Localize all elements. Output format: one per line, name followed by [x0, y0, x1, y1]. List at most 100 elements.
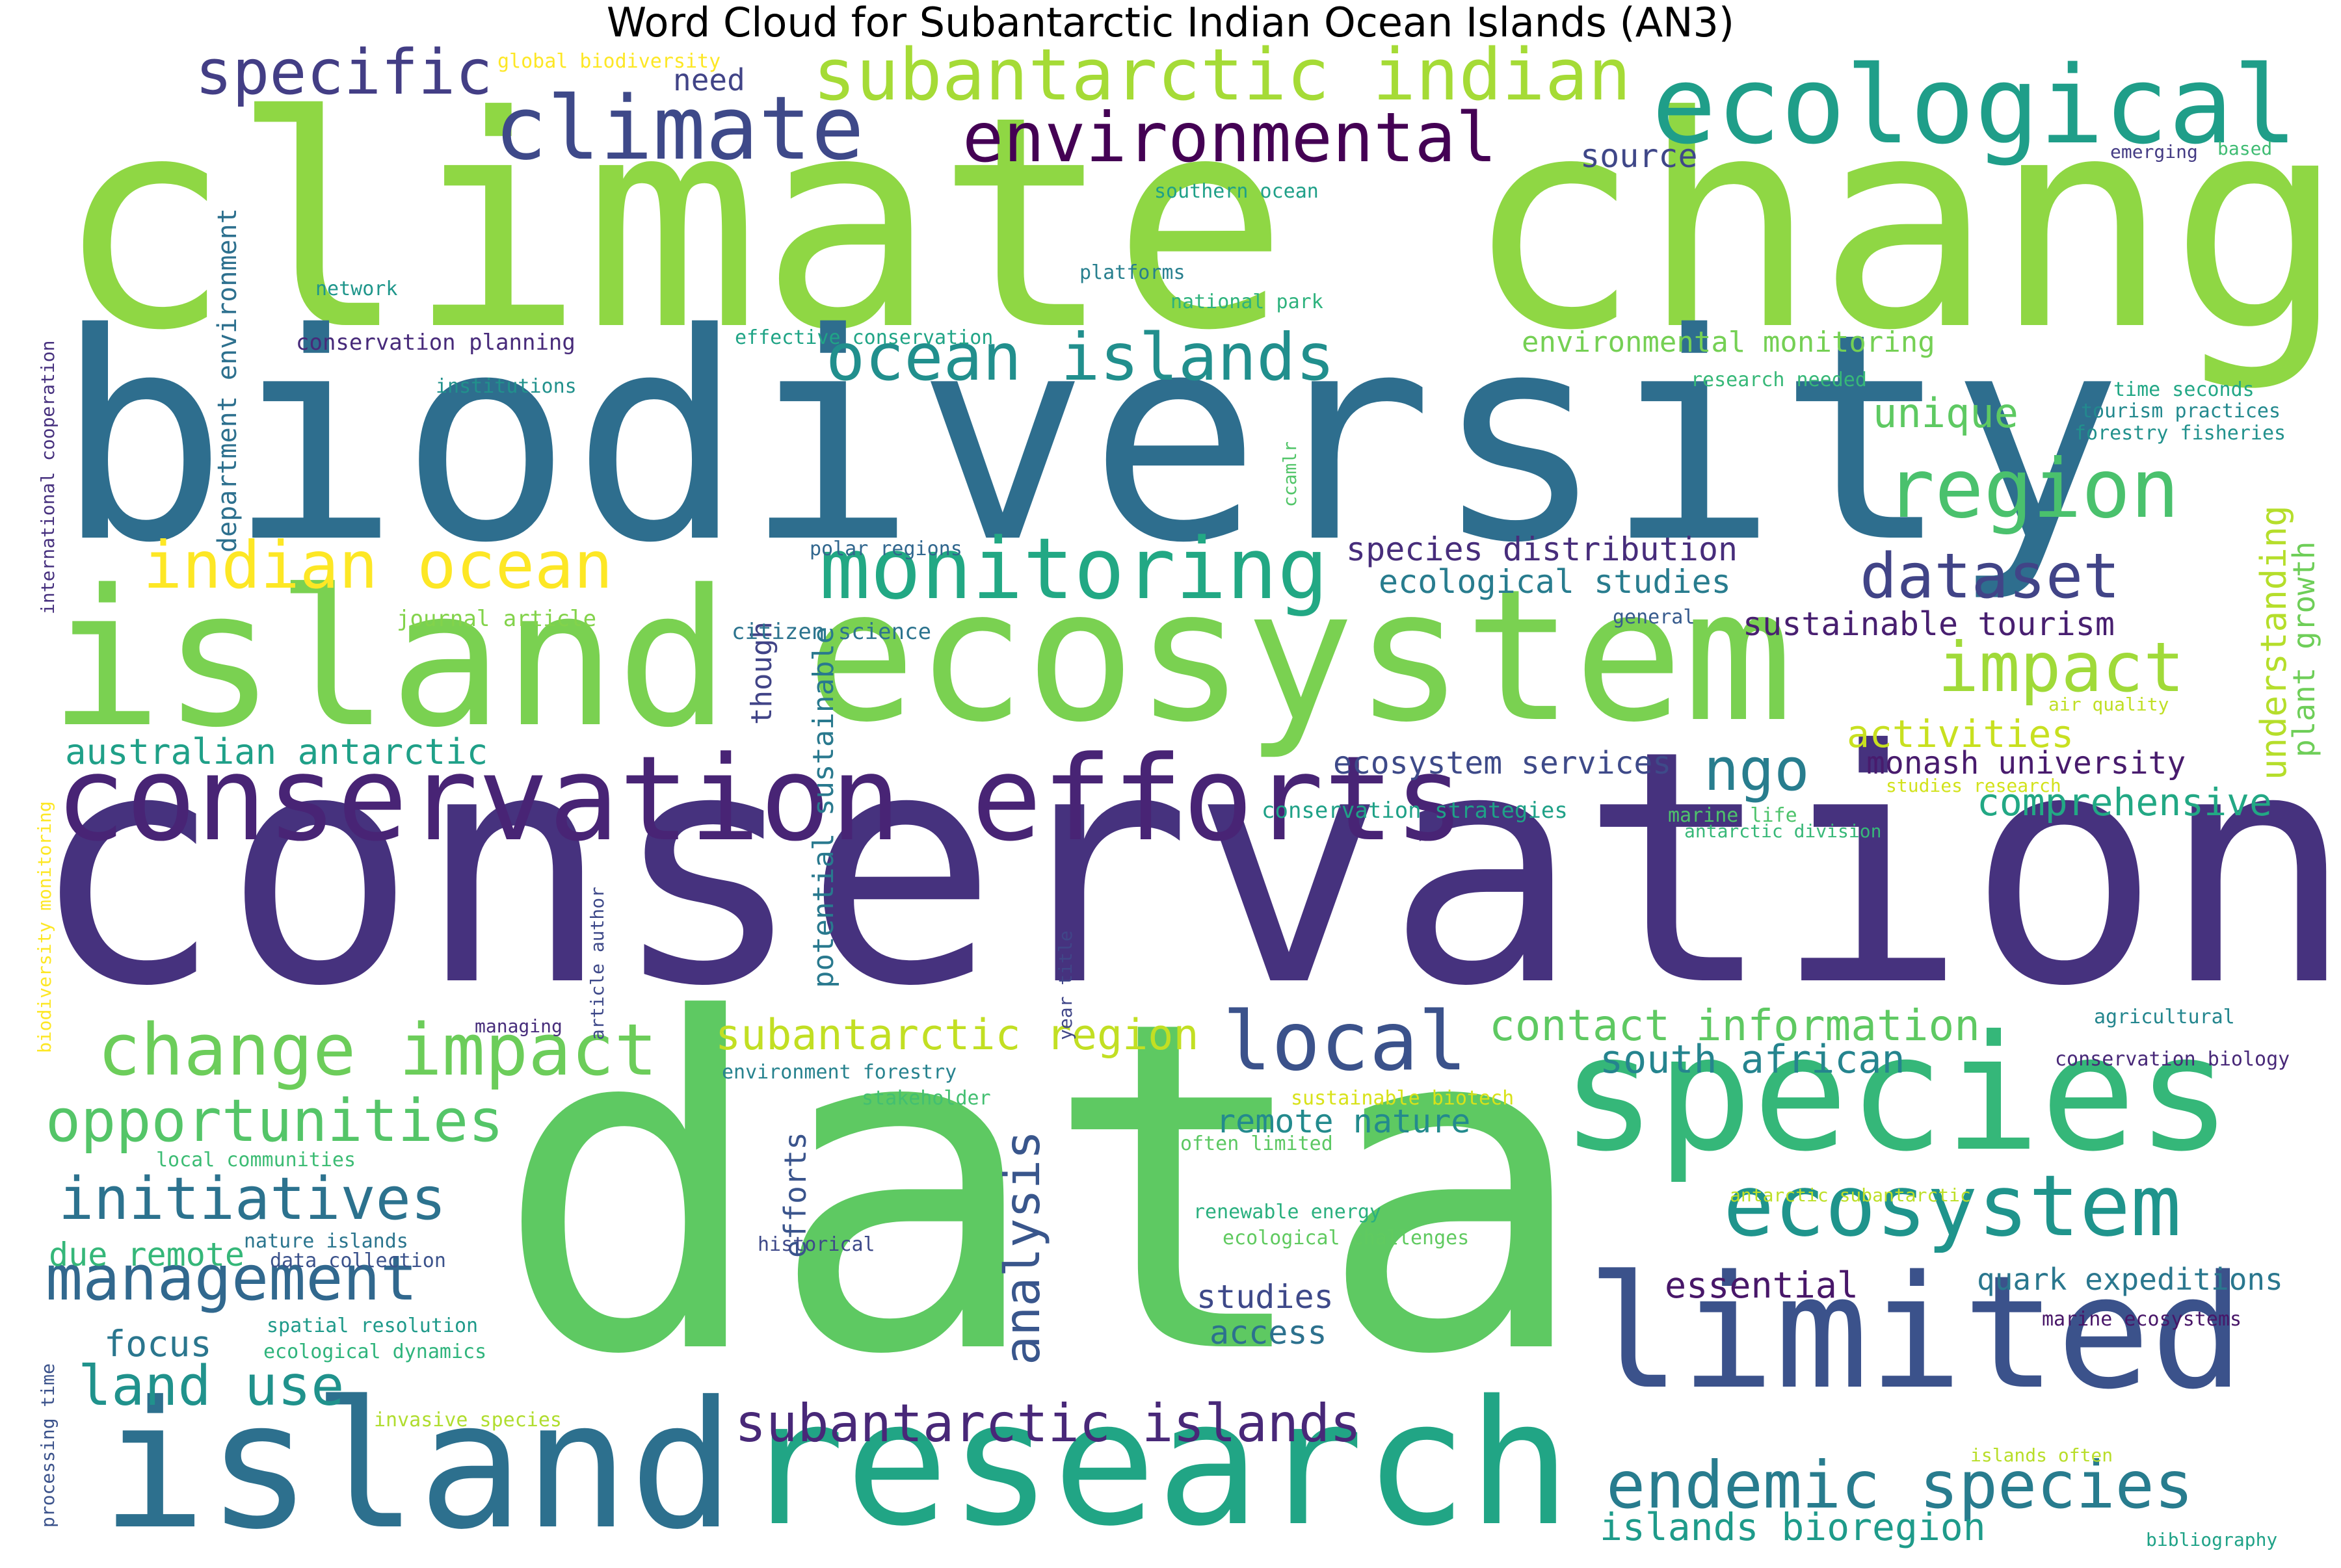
cloud-word: islands often: [1970, 1444, 2113, 1466]
cloud-word: monash university: [1866, 745, 2186, 781]
cloud-word: impact: [1938, 628, 2185, 707]
cloud-word: climate change: [55, 54, 2341, 395]
cloud-word: region: [1886, 442, 2180, 536]
cloud-word: air quality: [2048, 694, 2169, 715]
cloud-word: research: [741, 1364, 1572, 1564]
cloud-word: emerging: [2110, 141, 2198, 163]
cloud-word: ecological studies: [1379, 563, 1731, 601]
cloud-word: nature islands: [244, 1230, 408, 1253]
cloud-word: ecological challenges: [1223, 1227, 1470, 1249]
cloud-word: department environment: [213, 208, 243, 553]
cloud-word: network: [315, 278, 398, 300]
cloud-word: species distribution: [1346, 530, 1738, 568]
cloud-word: processing time: [37, 1363, 59, 1528]
chart-title: Word Cloud for Subantarctic Indian Ocean…: [606, 0, 1735, 46]
cloud-word: opportunities: [46, 1087, 504, 1155]
cloud-word: antarctic division: [1684, 820, 1882, 842]
cloud-word: ecological dynamics: [263, 1340, 487, 1363]
cloud-word: island: [49, 550, 730, 769]
cloud-word: data collection: [270, 1249, 446, 1272]
cloud-word: antarctic subantarctic: [1730, 1184, 1971, 1206]
cloud-word: renewable energy: [1193, 1201, 1381, 1223]
cloud-word: conservation biology: [2055, 1048, 2290, 1071]
cloud-word: islands bioregion: [1600, 1505, 1986, 1549]
cloud-word: managing: [475, 1015, 562, 1037]
cloud-word: unique: [1873, 389, 2018, 437]
cloud-word: studies: [1197, 1278, 1334, 1316]
cloud-word: access: [1210, 1314, 1327, 1352]
cloud-word: subantarctic indian: [813, 33, 1632, 116]
cloud-word: limited: [1587, 1242, 2245, 1424]
cloud-word: national park: [1170, 291, 1323, 313]
cloud-word: citizen science: [732, 619, 932, 645]
cloud-word: year title: [1055, 930, 1076, 1040]
cloud-word: conservation strategies: [1262, 798, 1568, 824]
cloud-word: polar regions: [810, 538, 962, 560]
cloud-word: subantarctic islands: [735, 1393, 1362, 1454]
cloud-word: bibliography: [2146, 1529, 2278, 1550]
cloud-word: environmental: [962, 98, 1497, 177]
cloud-word: platforms: [1079, 261, 1185, 284]
cloud-word: forestry fisheries: [2074, 422, 2286, 445]
cloud-word: plant growth: [2286, 541, 2321, 757]
cloud-word: effective conservation: [735, 326, 994, 349]
cloud-word: potential sustainable: [807, 626, 840, 988]
cloud-word: tourism practices: [2081, 400, 2281, 423]
cloud-word: based: [2217, 138, 2273, 159]
cloud-word: marine ecosystems: [2042, 1308, 2242, 1331]
cloud-word: climate: [494, 77, 864, 179]
cloud-word: ecosystem: [806, 551, 1793, 763]
cloud-word: agricultural: [2094, 1006, 2235, 1028]
cloud-word: institutions: [436, 375, 577, 398]
cloud-word: island: [101, 1363, 735, 1568]
cloud-word: source: [1580, 137, 1698, 175]
cloud-word: need: [673, 62, 745, 98]
cloud-word: monitoring: [819, 519, 1329, 618]
cloud-word: historical: [758, 1233, 875, 1256]
cloud-word: stakeholder: [862, 1087, 991, 1110]
cloud-word: due remote: [49, 1236, 245, 1274]
cloud-word: ocean islands: [826, 319, 1335, 395]
cloud-word: studies research: [1886, 775, 2061, 796]
cloud-word: environmental monitoring: [1522, 326, 1935, 359]
cloud-word: ecosystem services: [1333, 745, 1672, 781]
cloud-word: article author: [587, 886, 608, 1040]
cloud-word: global biodiversity: [497, 50, 721, 73]
cloud-word: ecological: [1652, 43, 2298, 168]
cloud-word: often limited: [1180, 1132, 1333, 1155]
cloud-word: specific: [195, 37, 493, 109]
cloud-word: analysis: [994, 1130, 1051, 1365]
cloud-word: local: [1223, 995, 1468, 1089]
cloud-word: ccamlr: [1279, 441, 1301, 507]
cloud-word: time seconds: [2113, 378, 2255, 401]
cloud-word: endemic species: [1606, 1447, 2194, 1523]
cloud-word: sustainable biotech: [1291, 1087, 1514, 1110]
cloud-word: spatial resolution: [267, 1314, 479, 1337]
cloud-word: change impact: [98, 1008, 657, 1091]
cloud-word: environment forestry: [722, 1061, 957, 1084]
cloud-word: quark expeditions: [1977, 1262, 2283, 1297]
cloud-word: south african: [1600, 1037, 1905, 1082]
cloud-word: activities: [1847, 712, 2074, 756]
cloud-word: indian ocean: [143, 527, 613, 603]
cloud-word: land use: [78, 1354, 345, 1418]
cloud-word: essential: [1665, 1264, 1859, 1306]
cloud-word: biodiversity: [55, 272, 2123, 605]
cloud-word: focus: [104, 1323, 212, 1365]
cloud-word: general: [1613, 606, 1695, 629]
cloud-word: sustainable tourism: [1743, 605, 2115, 643]
cloud-word: invasive species: [374, 1409, 562, 1431]
cloud-word: marine life: [1668, 804, 1797, 827]
cloud-word: initiatives: [59, 1165, 447, 1233]
cloud-word: subantarctic region: [715, 1011, 1199, 1060]
cloud-word: conservation efforts: [55, 731, 1465, 867]
cloud-word: management: [46, 1243, 417, 1314]
cloud-word: research needed: [1691, 369, 1867, 391]
cloud-word: remote nature: [1216, 1103, 1471, 1140]
cloud-word: ecosystem: [1723, 1156, 2182, 1255]
cloud-word: species: [1561, 1001, 2232, 1186]
cloud-word: data: [494, 924, 1591, 1454]
cloud-word: local communities: [156, 1149, 356, 1171]
cloud-word: southern ocean: [1154, 180, 1319, 203]
